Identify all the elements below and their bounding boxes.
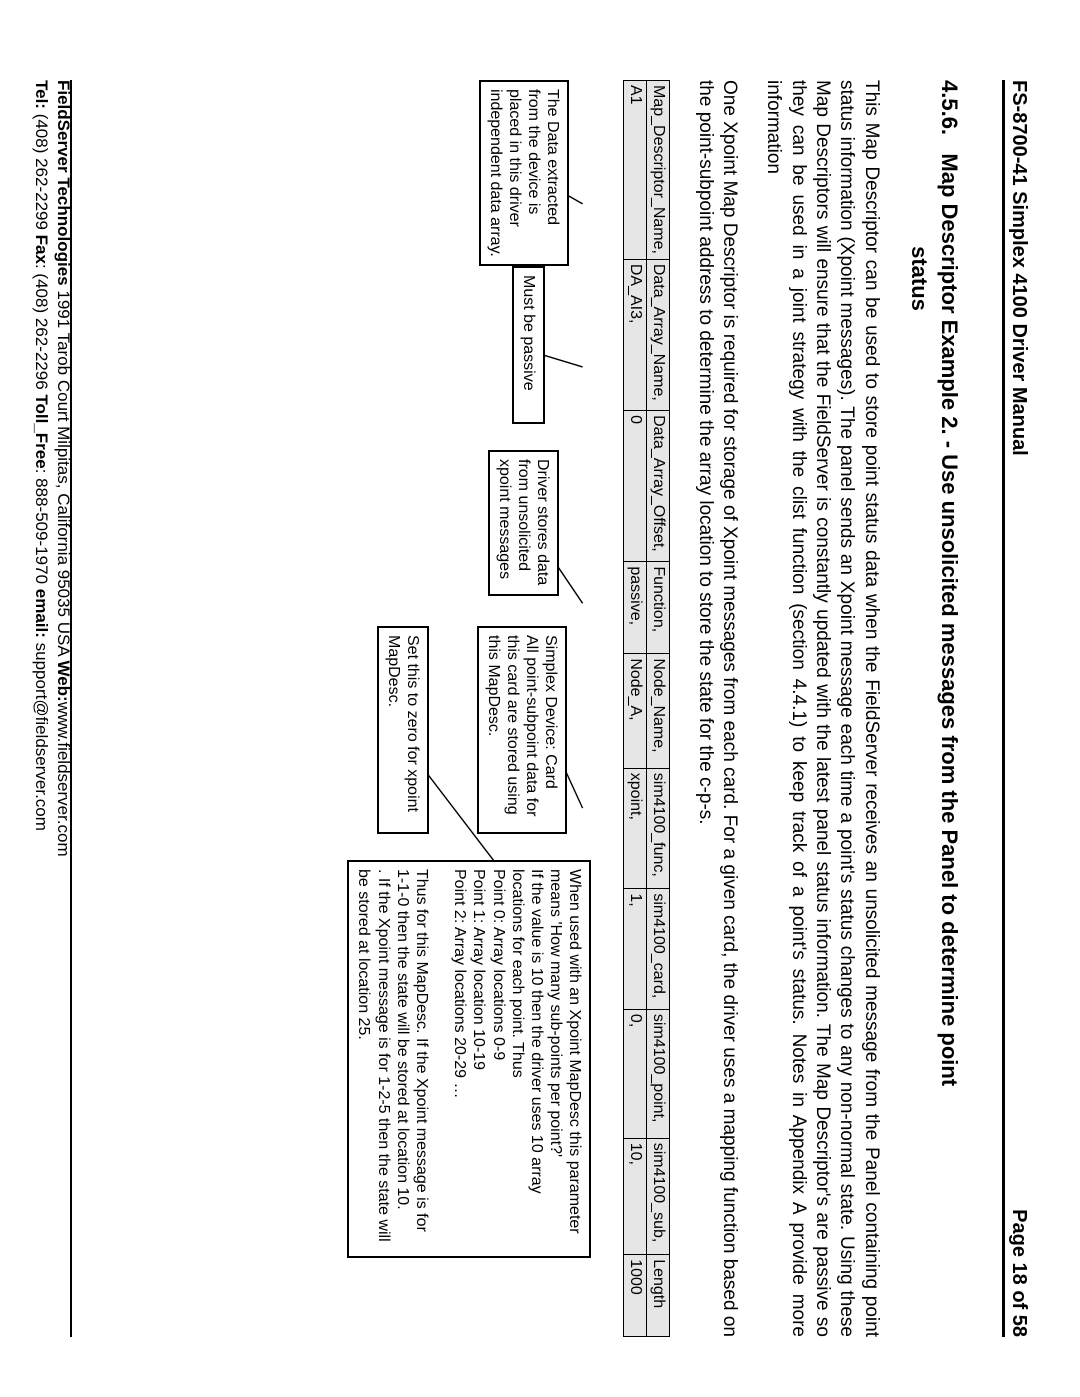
page-container: FS-8700-41 Simplex 4100 Driver Manual Pa…: [0, 0, 1080, 1397]
table-header-cell: Function,: [647, 562, 670, 654]
table-data-cell: A1: [624, 81, 647, 260]
doc-title: FS-8700-41 Simplex 4100 Driver Manual: [1007, 80, 1030, 456]
section-title-1: Map Descriptor Example 2. - Use unsolici…: [937, 153, 962, 1086]
table-data-cell: 0: [624, 411, 647, 562]
table-data-cell: 0,: [624, 1009, 647, 1138]
callout-diagram: The Data extracted from the device is pl…: [223, 80, 603, 1337]
map-descriptor-table: Map_Descriptor_Name,Data_Array_Name,Data…: [623, 80, 670, 1337]
table-header-cell: sim4100_sub,: [647, 1138, 670, 1255]
page-number: Page 18 of 58: [1007, 1209, 1030, 1337]
footer-line-2: Tel: (408) 262-2299 Fax: (408) 262-2296 …: [30, 80, 52, 1337]
table-header-cell: Length: [647, 1255, 670, 1337]
table-data-cell: 1,: [624, 889, 647, 1010]
footer-line-1: FieldServer Technologies 1991 Tarob Cour…: [52, 80, 74, 1337]
callout-box: The Data extracted from the device is pl…: [479, 80, 570, 266]
table-header-cell: Data_Array_Offset,: [647, 411, 670, 562]
section-title-2: status: [907, 246, 932, 311]
table-data-cell: 1000: [624, 1255, 647, 1337]
paragraph-1: This Map Descriptor can be used to store…: [761, 80, 883, 1337]
callout-box: Must be passive: [512, 266, 545, 424]
section-heading: 4.5.6. Map Descriptor Example 2. - Use u…: [905, 80, 964, 1337]
section-number: 4.5.6.: [937, 80, 962, 135]
table-header-cell: sim4100_func,: [647, 768, 670, 889]
table-header-cell: sim4100_card,: [647, 889, 670, 1010]
table-data-cell: 10,: [624, 1138, 647, 1255]
table-header-cell: sim4100_point,: [647, 1009, 670, 1138]
callout-box: Simplex Device: CardAll point-subpoint d…: [477, 626, 568, 834]
header-bar: FS-8700-41 Simplex 4100 Driver Manual Pa…: [1002, 80, 1030, 1337]
table-data-cell: Node_A,: [624, 654, 647, 768]
table-data-row: A1DA_AI3,0passive,Node_A,xpoint,1,0,10,1…: [624, 81, 647, 1337]
table-data-cell: DA_AI3,: [624, 259, 647, 410]
table-header-row: Map_Descriptor_Name,Data_Array_Name,Data…: [647, 81, 670, 1337]
content-area: FS-8700-41 Simplex 4100 Driver Manual Pa…: [50, 80, 1030, 1337]
callout-box: When used with an Xpoint MapDesc this pa…: [347, 860, 591, 1258]
rotated-page: FS-8700-41 Simplex 4100 Driver Manual Pa…: [0, 0, 1080, 1397]
table-header-cell: Map_Descriptor_Name,: [647, 81, 670, 260]
table-data-cell: passive,: [624, 562, 647, 654]
callout-box: Set this to zero for xpoint MapDesc.: [377, 626, 429, 834]
paragraph-2: One Xpoint Map Descriptor is required fo…: [692, 80, 741, 1337]
table-header-cell: Data_Array_Name,: [647, 259, 670, 410]
footer-text: FieldServer Technologies 1991 Tarob Cour…: [30, 80, 74, 1337]
callout-box: Driver stores data from unsolicited xpoi…: [488, 450, 560, 596]
table-header-cell: Node_Name,: [647, 654, 670, 768]
table-data-cell: xpoint,: [624, 768, 647, 889]
